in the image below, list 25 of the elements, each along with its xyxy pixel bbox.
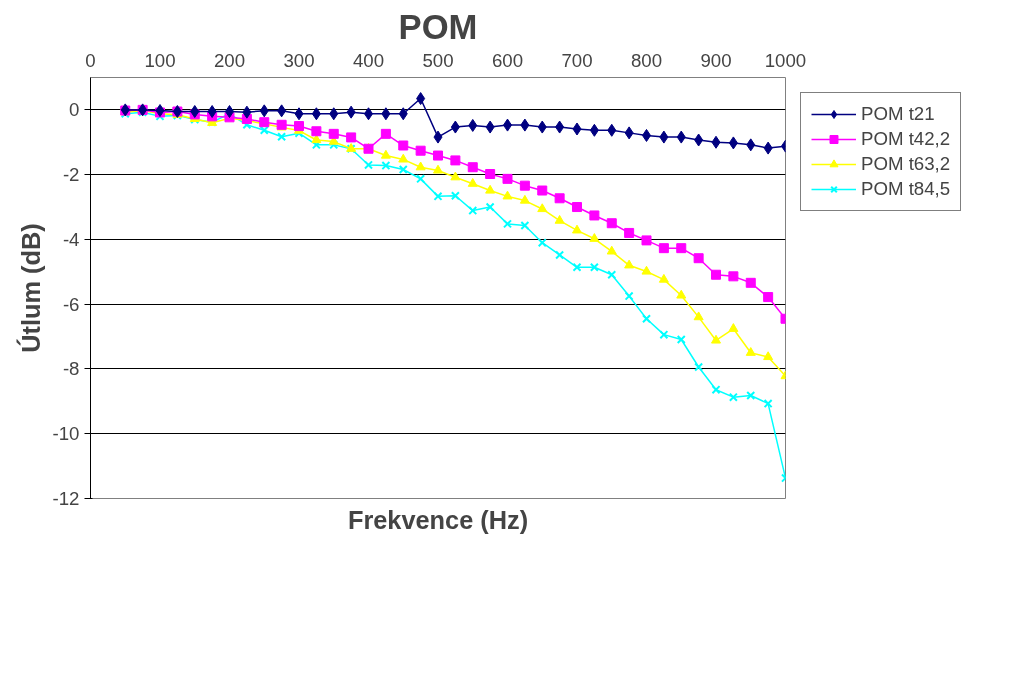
- x-tick-label: 900: [700, 49, 732, 71]
- x-tick-label: 700: [561, 49, 593, 71]
- x-tick-label: 400: [352, 49, 385, 71]
- y-tick-label: -2: [62, 164, 80, 186]
- x-tick-label: 300: [283, 49, 315, 71]
- y-tick-label: -12: [52, 488, 80, 509]
- legend-label: POM t21: [861, 103, 935, 125]
- x-tick-label: 1000: [764, 49, 807, 71]
- y-tick-label: -4: [62, 228, 80, 250]
- x-tick-label: 500: [422, 49, 454, 71]
- legend-label: POM t42,2: [861, 128, 951, 150]
- legend-label: POM t63,2: [861, 153, 951, 175]
- y-tick-label: -8: [62, 358, 80, 380]
- x-tick-label: 600: [491, 49, 524, 71]
- y-axis-title: Útlum (dB): [15, 223, 45, 353]
- x-tick-label: 200: [213, 49, 246, 71]
- y-tick-label: -10: [52, 423, 80, 445]
- chart-title: POM: [398, 7, 478, 46]
- x-tick-label: 800: [630, 49, 663, 71]
- legend-label: POM t84,5: [861, 178, 951, 200]
- x-axis-title: Frekvence (Hz): [347, 505, 529, 534]
- x-tick-label: 0: [85, 49, 96, 71]
- x-tick-label: 100: [144, 49, 176, 71]
- y-tick-label: -6: [62, 293, 80, 315]
- y-tick-label: 0: [69, 99, 80, 121]
